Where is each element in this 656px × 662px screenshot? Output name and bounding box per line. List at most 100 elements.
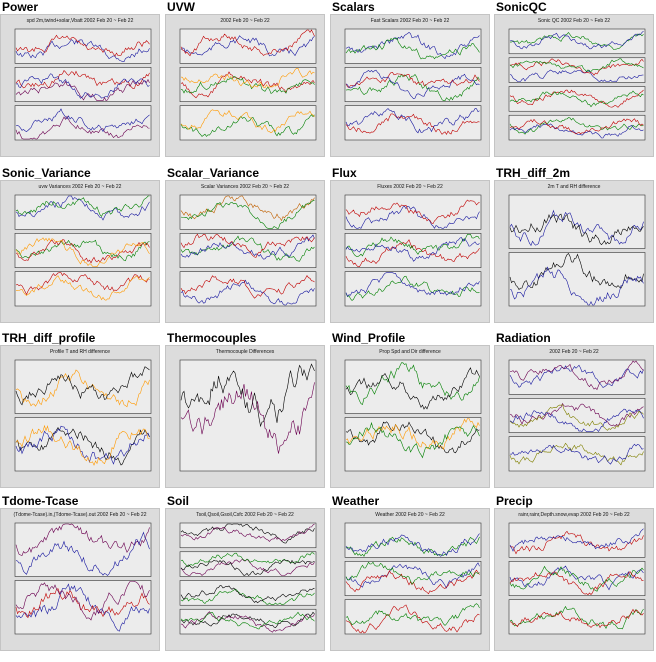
plot-subtitle: (Tdome-Tcase).in,(Tdome-Tcase).out 2002 … [14, 512, 147, 518]
plot-thumbnail[interactable]: Tsoil,Qsoil,Gsoil,Csfc 2002 Feb 20 ~ Feb… [165, 508, 325, 651]
plot-thumbnail[interactable]: Fluxes 2002 Feb 20 ~ Feb 22 [330, 180, 490, 323]
plot-thumbnail[interactable]: Profile T and RH difference [0, 345, 160, 488]
plot-thumbnail[interactable]: Prop Spd and Dir difference [330, 345, 490, 488]
thumbnail-title[interactable]: Scalar_Variance [167, 166, 260, 180]
thumbnail-title[interactable]: Precip [496, 494, 533, 508]
plot-series-line [345, 604, 480, 634]
thumbnail-title[interactable]: Tdome-Tcase [2, 494, 79, 508]
plot-series-line [15, 523, 150, 556]
thumbnail-title[interactable]: UVW [167, 0, 195, 14]
plot-subtitle: 2002 Feb 20 ~ Feb 22 [549, 349, 599, 355]
plot-panel [508, 359, 646, 395]
plot-series-line [345, 234, 480, 257]
plot-thumbnail[interactable]: uvw Variances 2002 Feb 20 ~ Feb 22 [0, 180, 160, 323]
plot-image: 2002 Feb 20 ~ Feb 22 [508, 349, 646, 472]
plot-series-line [345, 37, 480, 60]
plot-image: (Tdome-Tcase).in,(Tdome-Tcase).out 2002 … [14, 512, 152, 635]
plot-series-line [345, 199, 480, 224]
plot-panel [508, 57, 646, 83]
plot-thumbnail[interactable]: 2m T and RH difference [494, 180, 654, 323]
plot-panel [14, 105, 152, 141]
plot-series-line [180, 233, 315, 258]
plot-series-line [509, 58, 644, 73]
plot-series-line [345, 69, 480, 100]
thumbnail-title[interactable]: Thermocouples [167, 331, 257, 345]
plot-thumbnail[interactable]: Thermocouple Differences [165, 345, 325, 488]
plot-series-line [180, 363, 315, 428]
plot-thumbnail[interactable]: 2002 Feb 20 ~ Feb 22 [165, 14, 325, 157]
plot-series-line [180, 588, 315, 605]
plot-thumbnail[interactable]: Scalar Variances 2002 Feb 20 ~ Feb 22 [165, 180, 325, 323]
plot-series-line [345, 421, 480, 459]
plot-panel [14, 28, 152, 64]
plot-panel [14, 580, 152, 635]
plot-thumbnail[interactable]: rainr,rainr,Depth.snow,evap 2002 Feb 20 … [494, 508, 654, 651]
plot-panel [344, 522, 482, 558]
thumbnail-title[interactable]: Weather [332, 494, 380, 508]
thumbnail-title[interactable]: Sonic_Variance [2, 166, 91, 180]
plot-series-line [180, 234, 315, 260]
plot-thumbnail[interactable]: (Tdome-Tcase).in,(Tdome-Tcase).out 2002 … [0, 508, 160, 651]
plot-series-line [180, 611, 315, 630]
plot-panel [344, 271, 482, 307]
plot-panel [508, 86, 646, 112]
plot-series-line [509, 209, 644, 247]
plot-panel [508, 522, 646, 558]
plot-series-line [509, 608, 644, 629]
plot-series-line [15, 195, 150, 221]
plot-series-line [180, 611, 315, 629]
plot-series-line [345, 113, 480, 136]
plot-series-line [345, 533, 480, 557]
plot-series-line [509, 89, 644, 108]
plot-subtitle: spd 2m,twind+solar,Vbatt 2002 Feb 20 ~ F… [27, 18, 134, 24]
plot-subtitle: Sonic QC 2002 Feb 20 ~ Feb 22 [538, 18, 610, 24]
plot-thumbnail[interactable]: Sonic QC 2002 Feb 20 ~ Feb 22 [494, 14, 654, 157]
plot-series-line [15, 583, 150, 632]
thumbnail-title[interactable]: Wind_Profile [332, 331, 406, 345]
plot-panel [508, 194, 646, 249]
plot-series-line [15, 108, 150, 132]
plot-subtitle: 2m T and RH difference [548, 184, 601, 190]
plot-series-line [345, 561, 480, 585]
thumbnail-title[interactable]: Flux [332, 166, 357, 180]
plot-image: rainr,rainr,Depth.snow,evap 2002 Feb 20 … [508, 512, 646, 635]
plot-series-line [180, 76, 315, 94]
plot-series-line [345, 108, 480, 134]
plot-thumbnail[interactable]: spd 2m,twind+solar,Vbatt 2002 Feb 20 ~ F… [0, 14, 160, 157]
plot-panel [508, 561, 646, 596]
plot-series-line [15, 581, 150, 621]
plot-series-line [15, 366, 150, 406]
thumbnail-title[interactable]: SonicQC [496, 0, 547, 14]
plot-series-line [509, 30, 644, 50]
plot-series-line [180, 552, 315, 567]
plot-series-line [180, 559, 315, 576]
thumbnail-title[interactable]: Power [2, 0, 39, 14]
thumbnail-title[interactable]: Radiation [496, 331, 551, 345]
thumbnail-title[interactable]: TRH_diff_2m [496, 166, 571, 180]
plot-panel [179, 67, 317, 102]
plot-series-line [15, 275, 150, 301]
plot-subtitle: Fast Scalars 2002 Feb 20 ~ Feb 22 [371, 18, 450, 24]
thumbnail-title[interactable]: Scalars [332, 0, 375, 14]
plot-series-line [509, 443, 644, 465]
plot-series-line [509, 408, 644, 433]
plot-series-line [509, 404, 644, 431]
plot-subtitle: Tsoil,Qsoil,Gsoil,Csfc 2002 Feb 20 ~ Feb… [196, 512, 294, 518]
plot-series-line [180, 523, 315, 544]
plot-series-line [345, 205, 480, 229]
plot-panel [14, 522, 152, 577]
plot-thumbnail[interactable]: 2002 Feb 20 ~ Feb 22 [494, 345, 654, 488]
plot-series-line [15, 39, 150, 63]
plot-series-line [509, 90, 644, 108]
plot-series-line [345, 71, 480, 88]
plot-thumbnail[interactable]: Weather 2002 Feb 20 ~ Feb 22 [330, 508, 490, 651]
plot-thumbnail[interactable]: Fast Scalars 2002 Feb 20 ~ Feb 22 [330, 14, 490, 157]
plot-series-line [15, 369, 150, 408]
plot-image: Weather 2002 Feb 20 ~ Feb 22 [344, 512, 482, 635]
plot-panel [508, 252, 646, 307]
plot-subtitle: uvw Variances 2002 Feb 20 ~ Feb 22 [39, 184, 122, 190]
thumbnail-title[interactable]: Soil [167, 494, 190, 508]
plot-series-line [180, 35, 315, 57]
thumbnail-title[interactable]: TRH_diff_profile [2, 331, 96, 345]
plot-subtitle: Profile T and RH difference [50, 349, 110, 355]
